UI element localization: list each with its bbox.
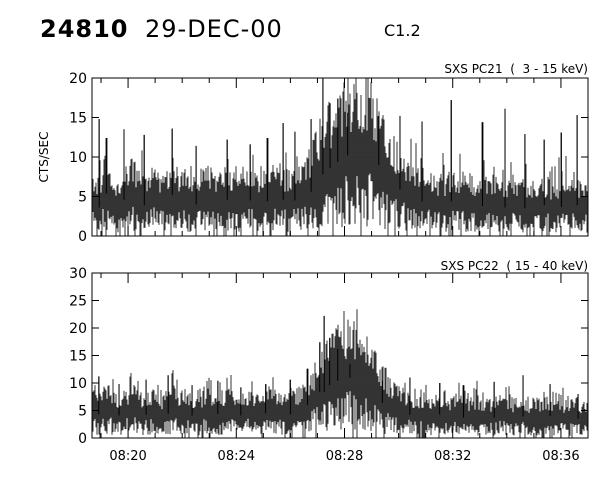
pc22-title: SXS PC22 ( 15 - 40 keV) bbox=[441, 259, 588, 273]
pc21-series bbox=[91, 78, 589, 236]
pc22-y-tick-label: 25 bbox=[69, 294, 87, 310]
pc21-y-tick-label: 5 bbox=[78, 190, 87, 206]
pc21-y-axis-label: CTS/SEC bbox=[37, 132, 51, 183]
goes-class-label: C1.2 bbox=[384, 21, 421, 40]
pc21-y-tick-label: 0 bbox=[78, 229, 87, 245]
pc22-panel: 0 5 10 15 20 25 30 08:20 08:24 08:28 08:32 08:36 S… bbox=[69, 259, 589, 464]
event-date: 29-DEC-00 bbox=[145, 15, 283, 43]
pc21-y-tick-label: 15 bbox=[69, 111, 87, 127]
pc22-y-tick-label: 10 bbox=[69, 376, 87, 392]
pc22-y-tick-label: 0 bbox=[78, 431, 87, 447]
pc22-count-rate-trace bbox=[91, 309, 589, 438]
pc22-y-tick-label: 15 bbox=[69, 349, 87, 365]
pc22-y-axis: 0 5 10 15 20 25 30 bbox=[69, 266, 588, 447]
pc21-title: SXS PC21 ( 3 - 15 keV) bbox=[444, 62, 588, 76]
pc21-y-tick-label: 20 bbox=[69, 71, 87, 87]
pc22-x-tick-label: 08:32 bbox=[434, 449, 471, 464]
pc22-x-tick-label: 08:36 bbox=[542, 449, 579, 464]
pc22-x-tick-label: 08:24 bbox=[218, 449, 255, 464]
pc22-x-axis: 08:20 08:24 08:28 08:32 08:36 bbox=[100, 273, 589, 464]
event-number: 24810 bbox=[40, 15, 129, 43]
pc21-panel: 0 5 10 15 20 SXS PC21 ( 3 - 15 keV) CTS/SEC bbox=[37, 62, 589, 245]
pc22-y-tick-label: 5 bbox=[78, 404, 87, 420]
pc22-x-tick-label: 08:20 bbox=[109, 449, 146, 464]
pc22-y-tick-label: 20 bbox=[69, 321, 87, 337]
pc22-y-tick-label: 30 bbox=[69, 266, 87, 282]
pc22-series bbox=[91, 309, 589, 438]
pc22-x-tick-label: 08:28 bbox=[326, 449, 363, 464]
pc21-count-rate-trace bbox=[91, 78, 589, 236]
pc21-y-tick-label: 10 bbox=[69, 150, 87, 166]
